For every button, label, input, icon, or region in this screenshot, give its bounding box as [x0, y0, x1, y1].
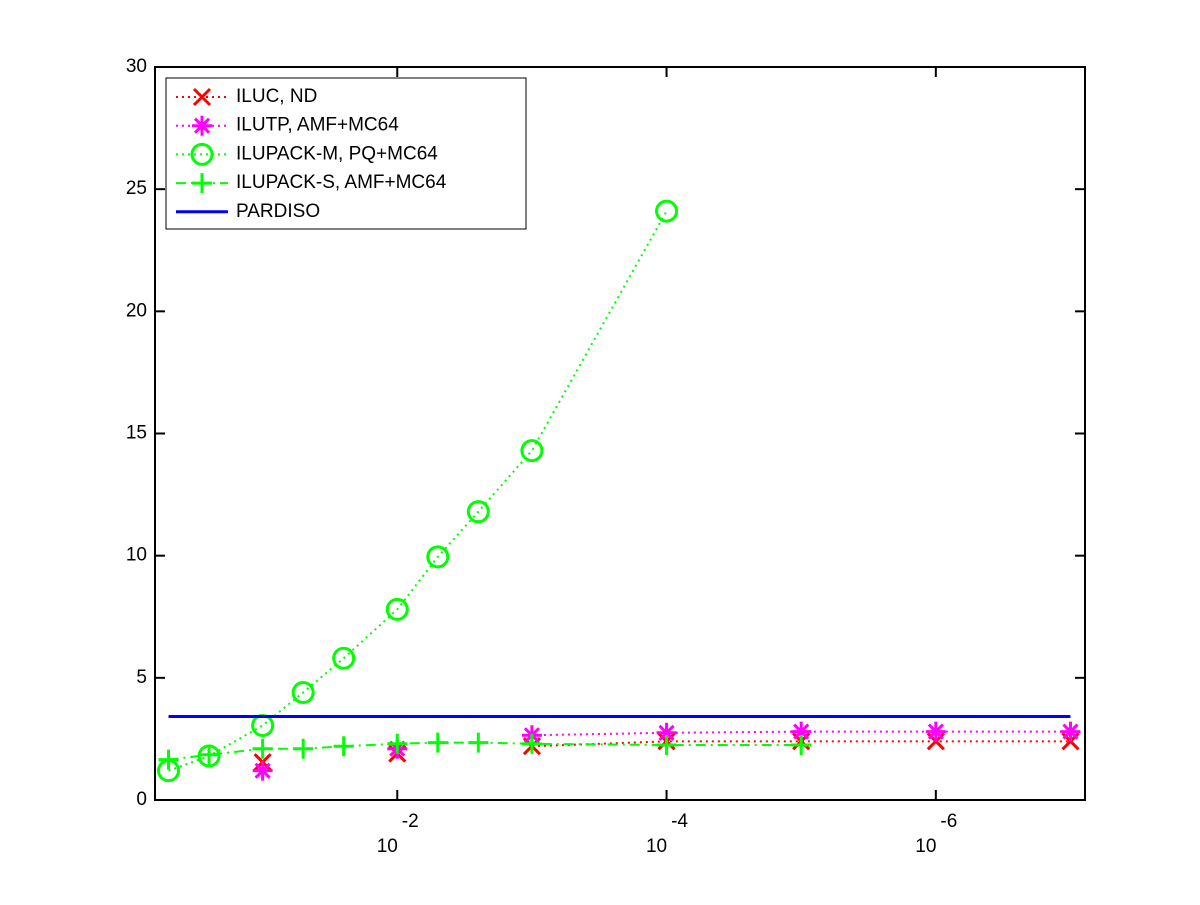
marker-shape — [791, 735, 812, 756]
data-point — [468, 732, 489, 753]
marker-shape — [158, 749, 179, 770]
x-tick-exponent: -4 — [671, 811, 688, 832]
series-line — [168, 210, 668, 772]
marker-shape — [385, 597, 409, 621]
legend-marker — [192, 173, 212, 194]
data-point — [427, 732, 448, 753]
marker-shape — [192, 115, 212, 136]
marker-shape — [291, 680, 315, 704]
marker-shape — [252, 738, 273, 759]
y-tick-label: 30 — [126, 56, 147, 77]
marker-shape — [199, 744, 220, 765]
marker-shape — [192, 87, 212, 107]
marker-shape — [332, 646, 356, 670]
data-point — [158, 749, 179, 770]
data-point — [333, 736, 354, 757]
data-point — [252, 760, 273, 781]
legend-label: ILUPACK-M, PQ+MC64 — [236, 143, 438, 164]
data-point — [1060, 721, 1081, 742]
legend-label: ILUPACK-S, AMF+MC64 — [236, 172, 447, 193]
marker-shape — [1060, 721, 1081, 742]
data-point — [252, 738, 273, 759]
marker-shape — [655, 199, 679, 223]
marker-shape — [520, 439, 544, 463]
x-tick-exponent: -6 — [940, 811, 957, 832]
data-point — [520, 439, 544, 463]
y-tick-label: 0 — [136, 789, 147, 810]
marker-shape — [468, 732, 489, 753]
marker-shape — [791, 721, 812, 742]
marker-shape — [925, 721, 946, 742]
x-tick-exponent: -2 — [402, 811, 419, 832]
data-point — [925, 721, 946, 742]
data-point — [656, 735, 677, 756]
data-point — [426, 545, 450, 569]
marker-shape — [190, 142, 214, 166]
data-point — [791, 735, 812, 756]
x-tick-label: 10 — [915, 836, 936, 857]
marker-shape — [387, 733, 408, 754]
marker-shape — [466, 500, 490, 524]
data-point — [385, 597, 409, 621]
legend-label: ILUTP, AMF+MC64 — [236, 115, 399, 136]
y-tick-label: 25 — [126, 178, 147, 199]
marker-shape — [252, 760, 273, 781]
marker-shape — [427, 732, 448, 753]
x-tick-label: 10 — [377, 836, 398, 857]
marker-shape — [293, 738, 314, 759]
marker-shape — [426, 545, 450, 569]
x-tick-label: 10 — [646, 836, 667, 857]
y-tick-label: 20 — [126, 300, 147, 321]
data-point — [199, 744, 220, 765]
data-point — [293, 738, 314, 759]
marker-shape — [521, 733, 542, 754]
data-point — [291, 680, 315, 704]
data-point — [387, 733, 408, 754]
legend-marker — [190, 142, 214, 166]
y-tick-label: 5 — [136, 667, 147, 688]
legend-label: ILUC, ND — [236, 86, 317, 107]
data-point — [791, 721, 812, 742]
y-tick-label: 10 — [126, 545, 147, 566]
marker-shape — [656, 722, 677, 743]
data-point — [656, 722, 677, 743]
marker-shape — [333, 736, 354, 757]
marker-shape — [656, 735, 677, 756]
y-tick-label: 15 — [126, 423, 147, 444]
legend-label: PARDISO — [236, 201, 320, 222]
legend-marker — [192, 87, 212, 107]
data-point — [466, 500, 490, 524]
data-point — [655, 199, 679, 223]
marker-shape — [192, 173, 212, 194]
data-point — [332, 646, 356, 670]
data-point — [521, 733, 542, 754]
legend-marker — [192, 115, 212, 136]
